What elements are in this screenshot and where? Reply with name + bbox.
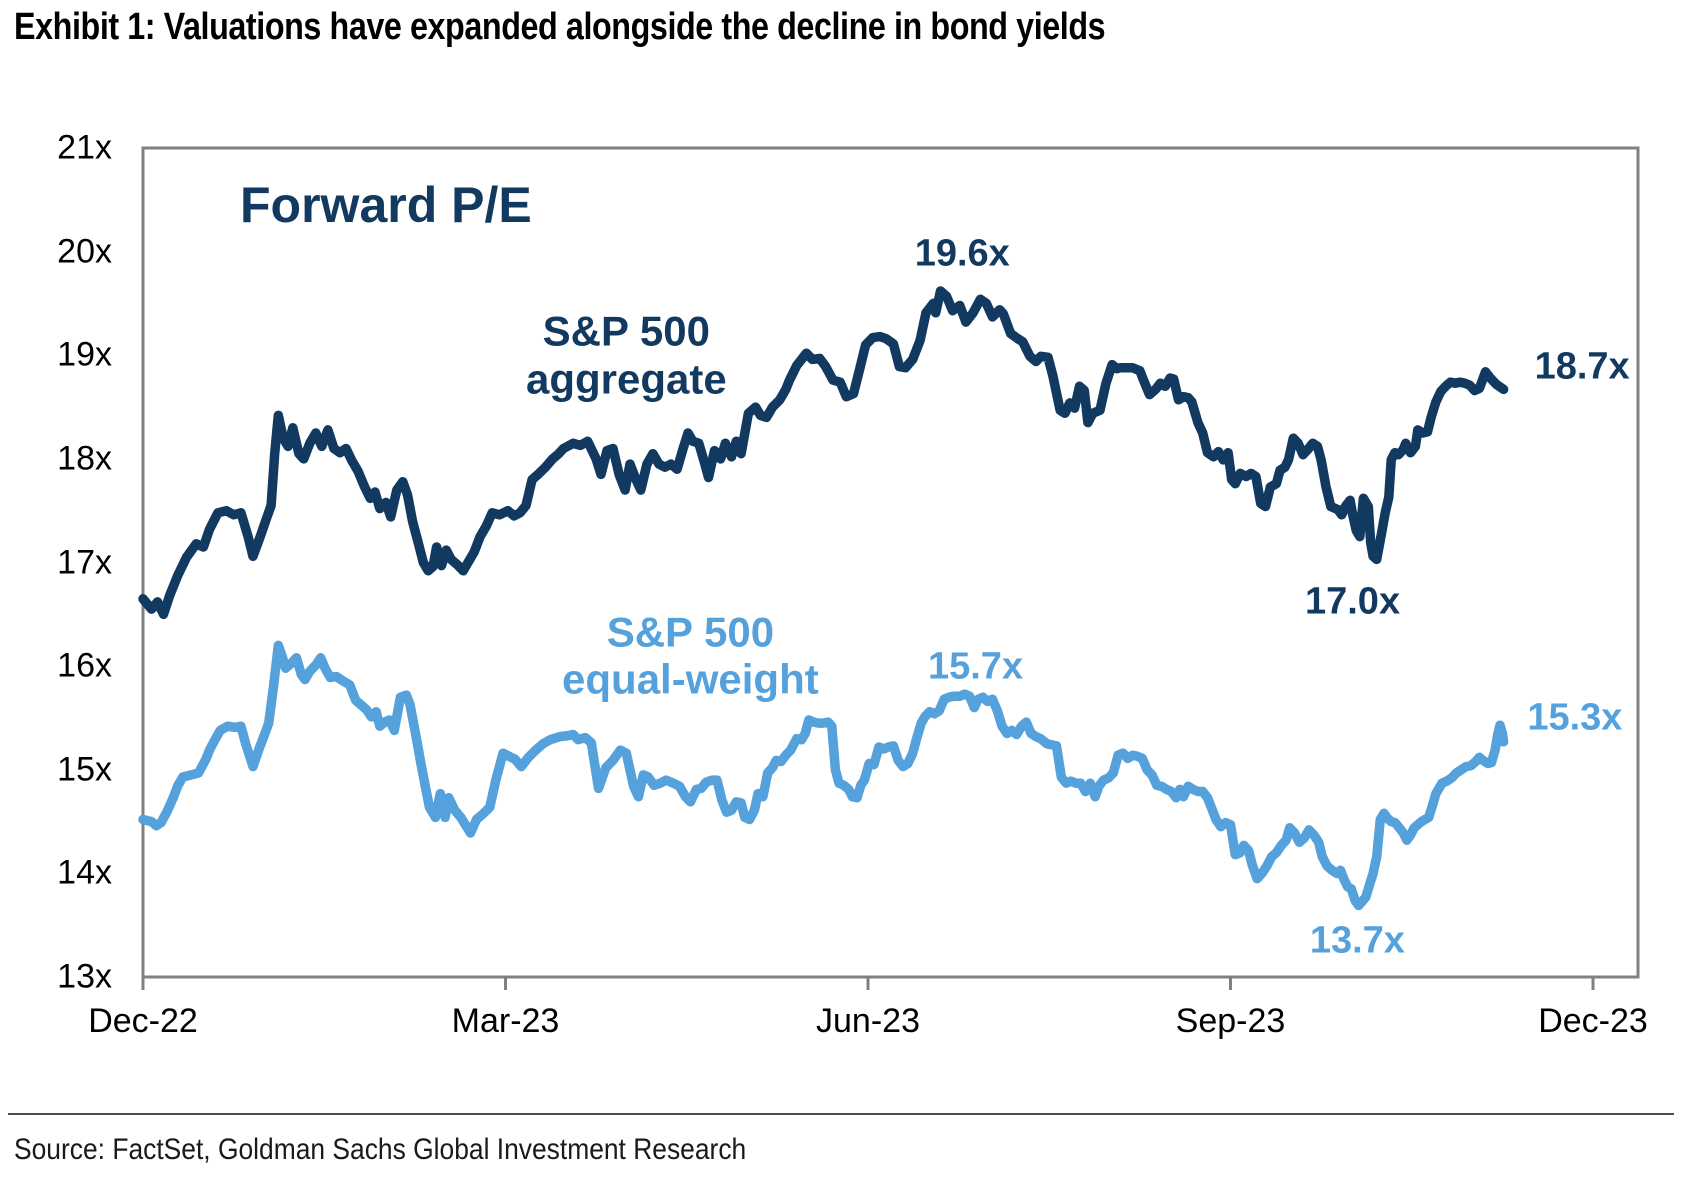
chart-plot-canvas	[138, 146, 1640, 990]
series-inline-label: S&P 500 aggregate	[525, 307, 727, 403]
series-inline-label: S&P 500 equal-weight	[562, 608, 819, 703]
x-tick-label: Jun-23	[816, 1002, 920, 1040]
data-point-label: 18.7x	[1534, 345, 1630, 388]
page-title: Exhibit 1: Valuations have expanded alon…	[14, 6, 1106, 48]
data-point-label: 17.0x	[1304, 580, 1401, 623]
data-point-label: 13.7x	[1309, 919, 1405, 962]
data-point-label: 15.7x	[927, 645, 1024, 688]
y-tick-label: 18x	[57, 439, 112, 478]
y-tick-label: 17x	[57, 543, 112, 581]
y-tick-label: 13x	[57, 957, 112, 996]
series-inline-label: Forward P/E	[240, 176, 532, 233]
x-tick-label: Sep-23	[1175, 1002, 1286, 1040]
series-line	[138, 286, 1509, 620]
x-tick-label: Dec-22	[88, 1002, 198, 1040]
data-point-label: 19.6x	[914, 232, 1010, 275]
y-tick-label: 15x	[57, 750, 112, 789]
series-line	[138, 640, 1509, 911]
x-tick-label: Mar-23	[451, 1002, 560, 1040]
y-tick-label: 14x	[57, 853, 112, 892]
plot-border	[141, 146, 1640, 979]
y-tick-label: 20x	[57, 232, 112, 271]
footer-divider	[8, 1113, 1674, 1115]
x-tick-label: Dec-23	[1538, 1002, 1648, 1040]
forward-pe-chart: 21x 20x 19x 18x 17x 16x 15x 14x 13x Dec-22 Mar-23…	[57, 128, 1648, 1041]
y-tick-label: 16x	[57, 646, 112, 685]
y-tick-label: 21x	[57, 128, 112, 167]
source-note: Source: FactSet, Goldman Sachs Global In…	[14, 1133, 747, 1166]
y-tick-label: 19x	[57, 335, 112, 374]
data-point-label: 15.3x	[1527, 696, 1623, 739]
